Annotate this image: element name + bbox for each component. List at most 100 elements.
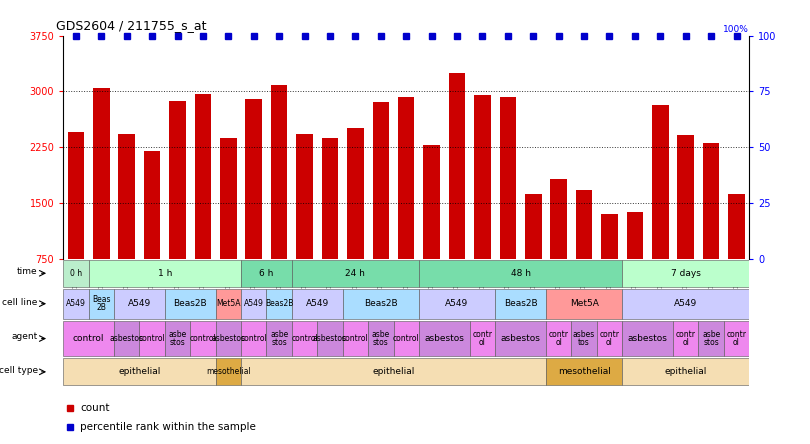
Text: contr
ol: contr ol — [676, 330, 696, 347]
Text: control: control — [342, 334, 369, 343]
Text: contr
ol: contr ol — [599, 330, 620, 347]
Text: control: control — [393, 334, 420, 343]
Bar — [93, 87, 109, 259]
Bar — [245, 99, 262, 259]
Bar — [343, 289, 419, 319]
Text: control: control — [73, 334, 104, 343]
Bar — [215, 289, 241, 319]
Bar — [318, 321, 343, 356]
Text: contr
ol: contr ol — [472, 330, 492, 347]
Text: A549: A549 — [446, 299, 469, 308]
Bar — [292, 260, 419, 287]
Bar — [144, 151, 160, 259]
Text: 6 h: 6 h — [259, 269, 274, 278]
Bar — [597, 321, 622, 356]
Text: percentile rank within the sample: percentile rank within the sample — [80, 422, 256, 432]
Bar — [474, 95, 491, 259]
Bar — [343, 321, 368, 356]
Bar — [292, 321, 318, 356]
Bar — [296, 134, 313, 259]
Bar — [673, 321, 698, 356]
Bar — [118, 134, 135, 259]
Bar — [449, 73, 465, 259]
Bar — [114, 321, 139, 356]
Text: asbe
stos: asbe stos — [270, 330, 288, 347]
Text: A549: A549 — [244, 299, 264, 308]
Bar — [368, 321, 394, 356]
Text: Beas2B: Beas2B — [364, 299, 398, 308]
Text: 48 h: 48 h — [510, 269, 531, 278]
Text: asbe
stos: asbe stos — [372, 330, 390, 347]
Bar — [266, 289, 292, 319]
Bar — [241, 260, 292, 287]
Bar — [88, 260, 241, 287]
Text: A549: A549 — [674, 299, 697, 308]
Text: epithelial: epithelial — [664, 367, 707, 377]
Text: asbestos: asbestos — [628, 334, 667, 343]
Bar — [190, 321, 215, 356]
Text: asbestos: asbestos — [211, 334, 245, 343]
Bar — [525, 194, 542, 259]
Text: Beas2B: Beas2B — [173, 299, 207, 308]
Bar — [698, 321, 724, 356]
Bar — [622, 358, 749, 385]
Text: asbestos: asbestos — [501, 334, 540, 343]
Bar — [419, 260, 622, 287]
Text: asbestos: asbestos — [424, 334, 464, 343]
Text: epithelial: epithelial — [373, 367, 415, 377]
Bar — [215, 358, 241, 385]
Text: 0 h: 0 h — [70, 269, 82, 278]
Text: Beas
2B: Beas 2B — [92, 295, 110, 312]
Bar — [677, 135, 694, 259]
Text: epithelial: epithelial — [118, 367, 160, 377]
Bar — [373, 102, 389, 259]
Text: A549: A549 — [66, 299, 86, 308]
Text: 7 days: 7 days — [671, 269, 701, 278]
Bar — [241, 289, 266, 319]
Bar — [398, 97, 415, 259]
Bar — [622, 321, 673, 356]
Bar — [63, 358, 215, 385]
Bar — [88, 289, 114, 319]
Bar — [728, 194, 745, 259]
Bar — [63, 321, 114, 356]
Bar — [576, 190, 592, 259]
Bar — [394, 321, 419, 356]
Bar — [601, 214, 618, 259]
Text: count: count — [80, 403, 110, 412]
Bar — [241, 321, 266, 356]
Text: asbestos: asbestos — [313, 334, 347, 343]
Bar — [169, 101, 185, 259]
Text: 100%: 100% — [723, 25, 749, 34]
Text: Beas2B: Beas2B — [265, 299, 293, 308]
Bar — [63, 260, 88, 287]
Bar — [622, 289, 749, 319]
Bar — [546, 321, 571, 356]
Text: control: control — [139, 334, 165, 343]
Text: asbestos: asbestos — [109, 334, 143, 343]
Text: cell type: cell type — [0, 366, 37, 375]
Bar — [164, 321, 190, 356]
Bar — [419, 321, 470, 356]
Bar — [220, 138, 237, 259]
Text: A549: A549 — [128, 299, 151, 308]
Bar — [703, 143, 719, 259]
Bar — [724, 321, 749, 356]
Bar — [571, 321, 597, 356]
Bar — [419, 289, 495, 319]
Text: A549: A549 — [305, 299, 329, 308]
Text: time: time — [17, 267, 37, 276]
Text: Met5A: Met5A — [216, 299, 241, 308]
Bar — [652, 106, 668, 259]
Bar — [495, 289, 546, 319]
Text: cell line: cell line — [2, 297, 37, 307]
Bar — [67, 132, 84, 259]
Text: asbe
stos: asbe stos — [168, 330, 186, 347]
Text: contr
ol: contr ol — [727, 330, 747, 347]
Bar — [424, 145, 440, 259]
Text: control: control — [241, 334, 267, 343]
Text: asbe
stos: asbe stos — [702, 330, 720, 347]
Text: control: control — [190, 334, 216, 343]
Bar — [139, 321, 164, 356]
Bar — [347, 128, 364, 259]
